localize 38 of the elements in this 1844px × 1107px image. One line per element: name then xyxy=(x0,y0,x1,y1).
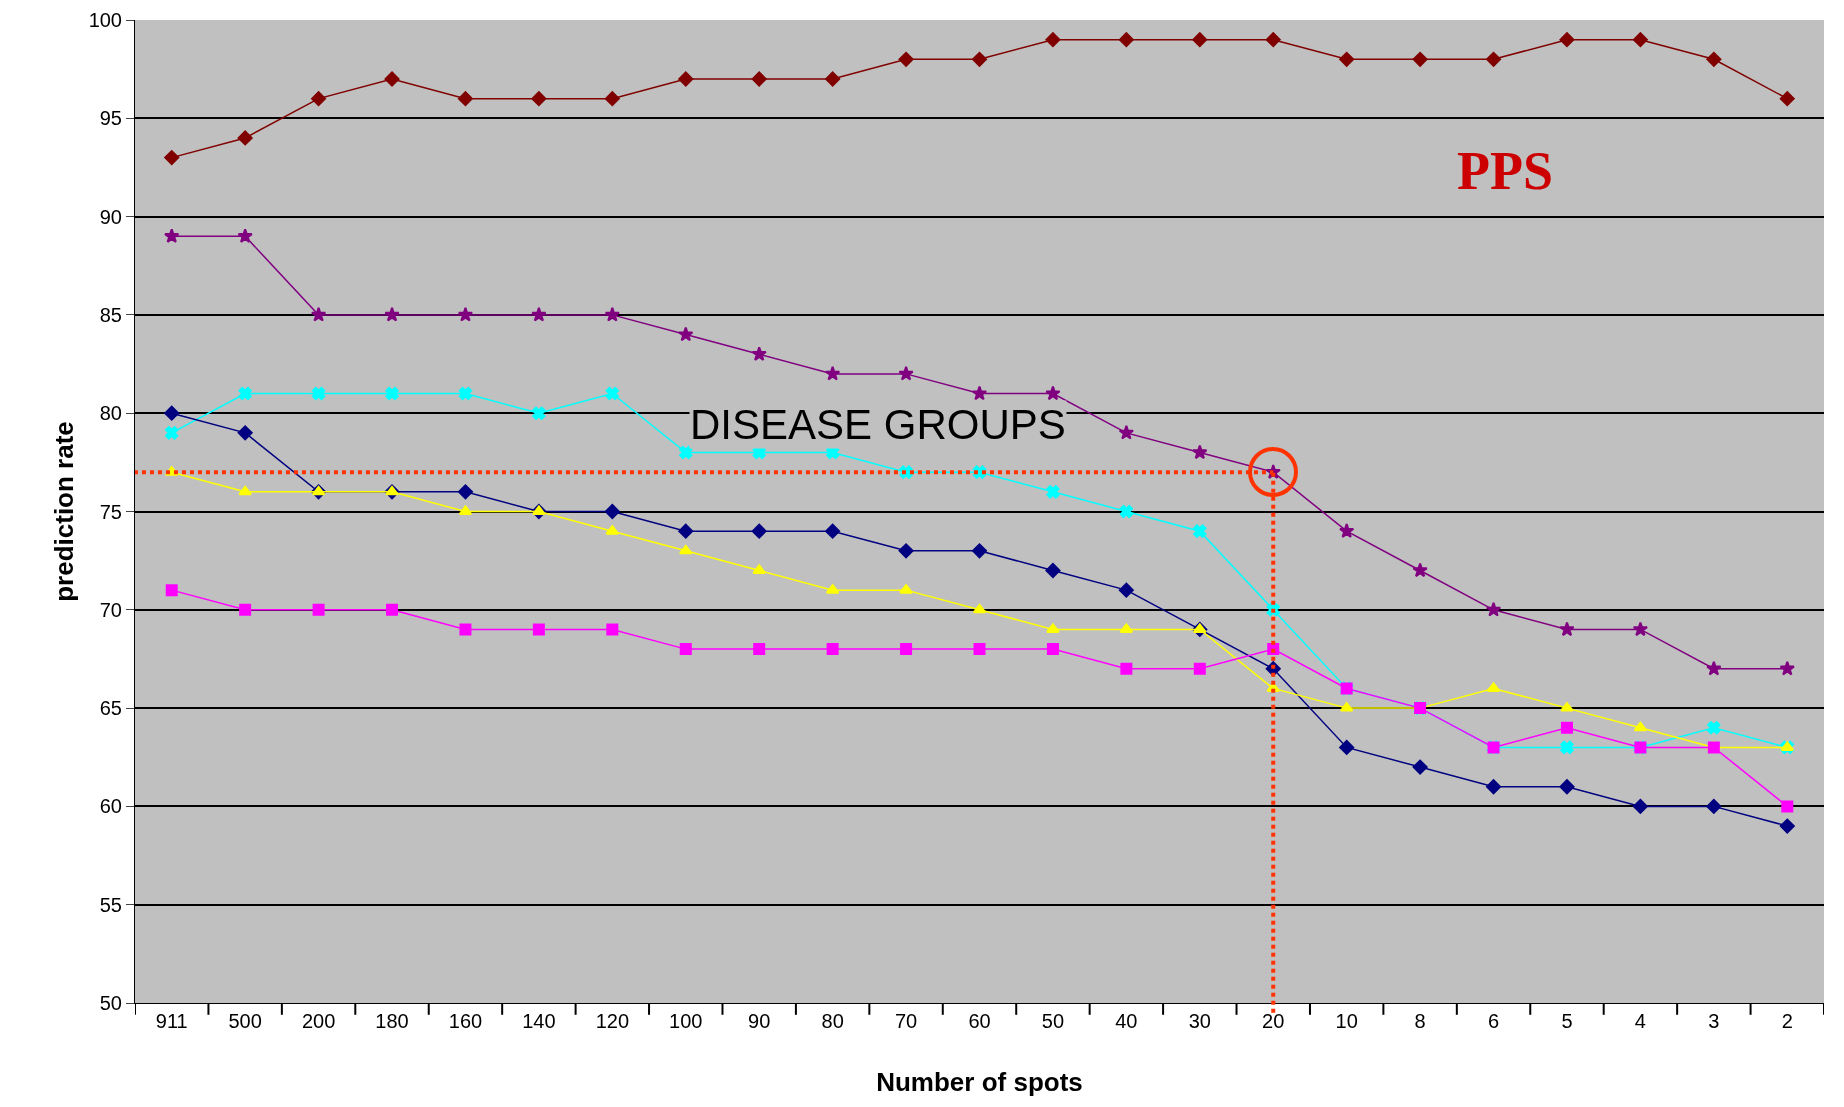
x-tick-label: 3 xyxy=(1708,1010,1720,1032)
x-axis-title: Number of spots xyxy=(876,1067,1083,1097)
x-tick-label: 2 xyxy=(1781,1010,1793,1032)
x-tick-label: 120 xyxy=(595,1010,630,1032)
annotation: DISEASE GROUPS xyxy=(690,401,1066,448)
x-tick-label: 20 xyxy=(1262,1010,1285,1032)
x-tick-label: 50 xyxy=(1041,1010,1065,1032)
x-tick-label: 200 xyxy=(301,1010,336,1032)
y-axis-title: prediction rate xyxy=(49,421,79,602)
x-tick-label: 4 xyxy=(1634,1010,1646,1032)
y-tick-label: 60 xyxy=(99,795,122,818)
x-tick-label: 60 xyxy=(968,1010,991,1032)
x-tick-label: 8 xyxy=(1414,1010,1426,1032)
y-tick-label: 90 xyxy=(99,205,122,228)
y-tick-label: 65 xyxy=(99,697,122,720)
x-tick-label: 80 xyxy=(821,1010,844,1032)
y-tick-label: 80 xyxy=(99,402,122,425)
x-tick-label: 180 xyxy=(375,1010,409,1032)
y-tick-label: 50 xyxy=(99,992,122,1014)
x-tick-label: 100 xyxy=(669,1010,703,1032)
x-tick-label: 90 xyxy=(748,1010,771,1032)
x-tick-label: 40 xyxy=(1115,1010,1138,1032)
annotation: PPS xyxy=(1457,141,1554,201)
y-tick-label: 95 xyxy=(99,107,122,130)
x-tick-label: 10 xyxy=(1335,1010,1358,1032)
y-tick-label: 55 xyxy=(99,893,122,916)
x-tick-label: 911 xyxy=(155,1010,188,1032)
y-tick-label: 100 xyxy=(88,9,122,31)
y-tick-label: 70 xyxy=(99,598,122,621)
x-tick-label: 500 xyxy=(228,1010,262,1032)
x-tick-label: 160 xyxy=(448,1010,483,1032)
x-tick-label: 140 xyxy=(522,1010,556,1032)
x-tick-label: 6 xyxy=(1487,1010,1500,1032)
y-tick-label: 75 xyxy=(99,500,122,523)
x-tick-label: 30 xyxy=(1188,1010,1211,1032)
x-tick-label: 70 xyxy=(894,1010,918,1032)
x-tick-label: 5 xyxy=(1561,1010,1573,1032)
y-tick-label: 85 xyxy=(99,303,122,326)
